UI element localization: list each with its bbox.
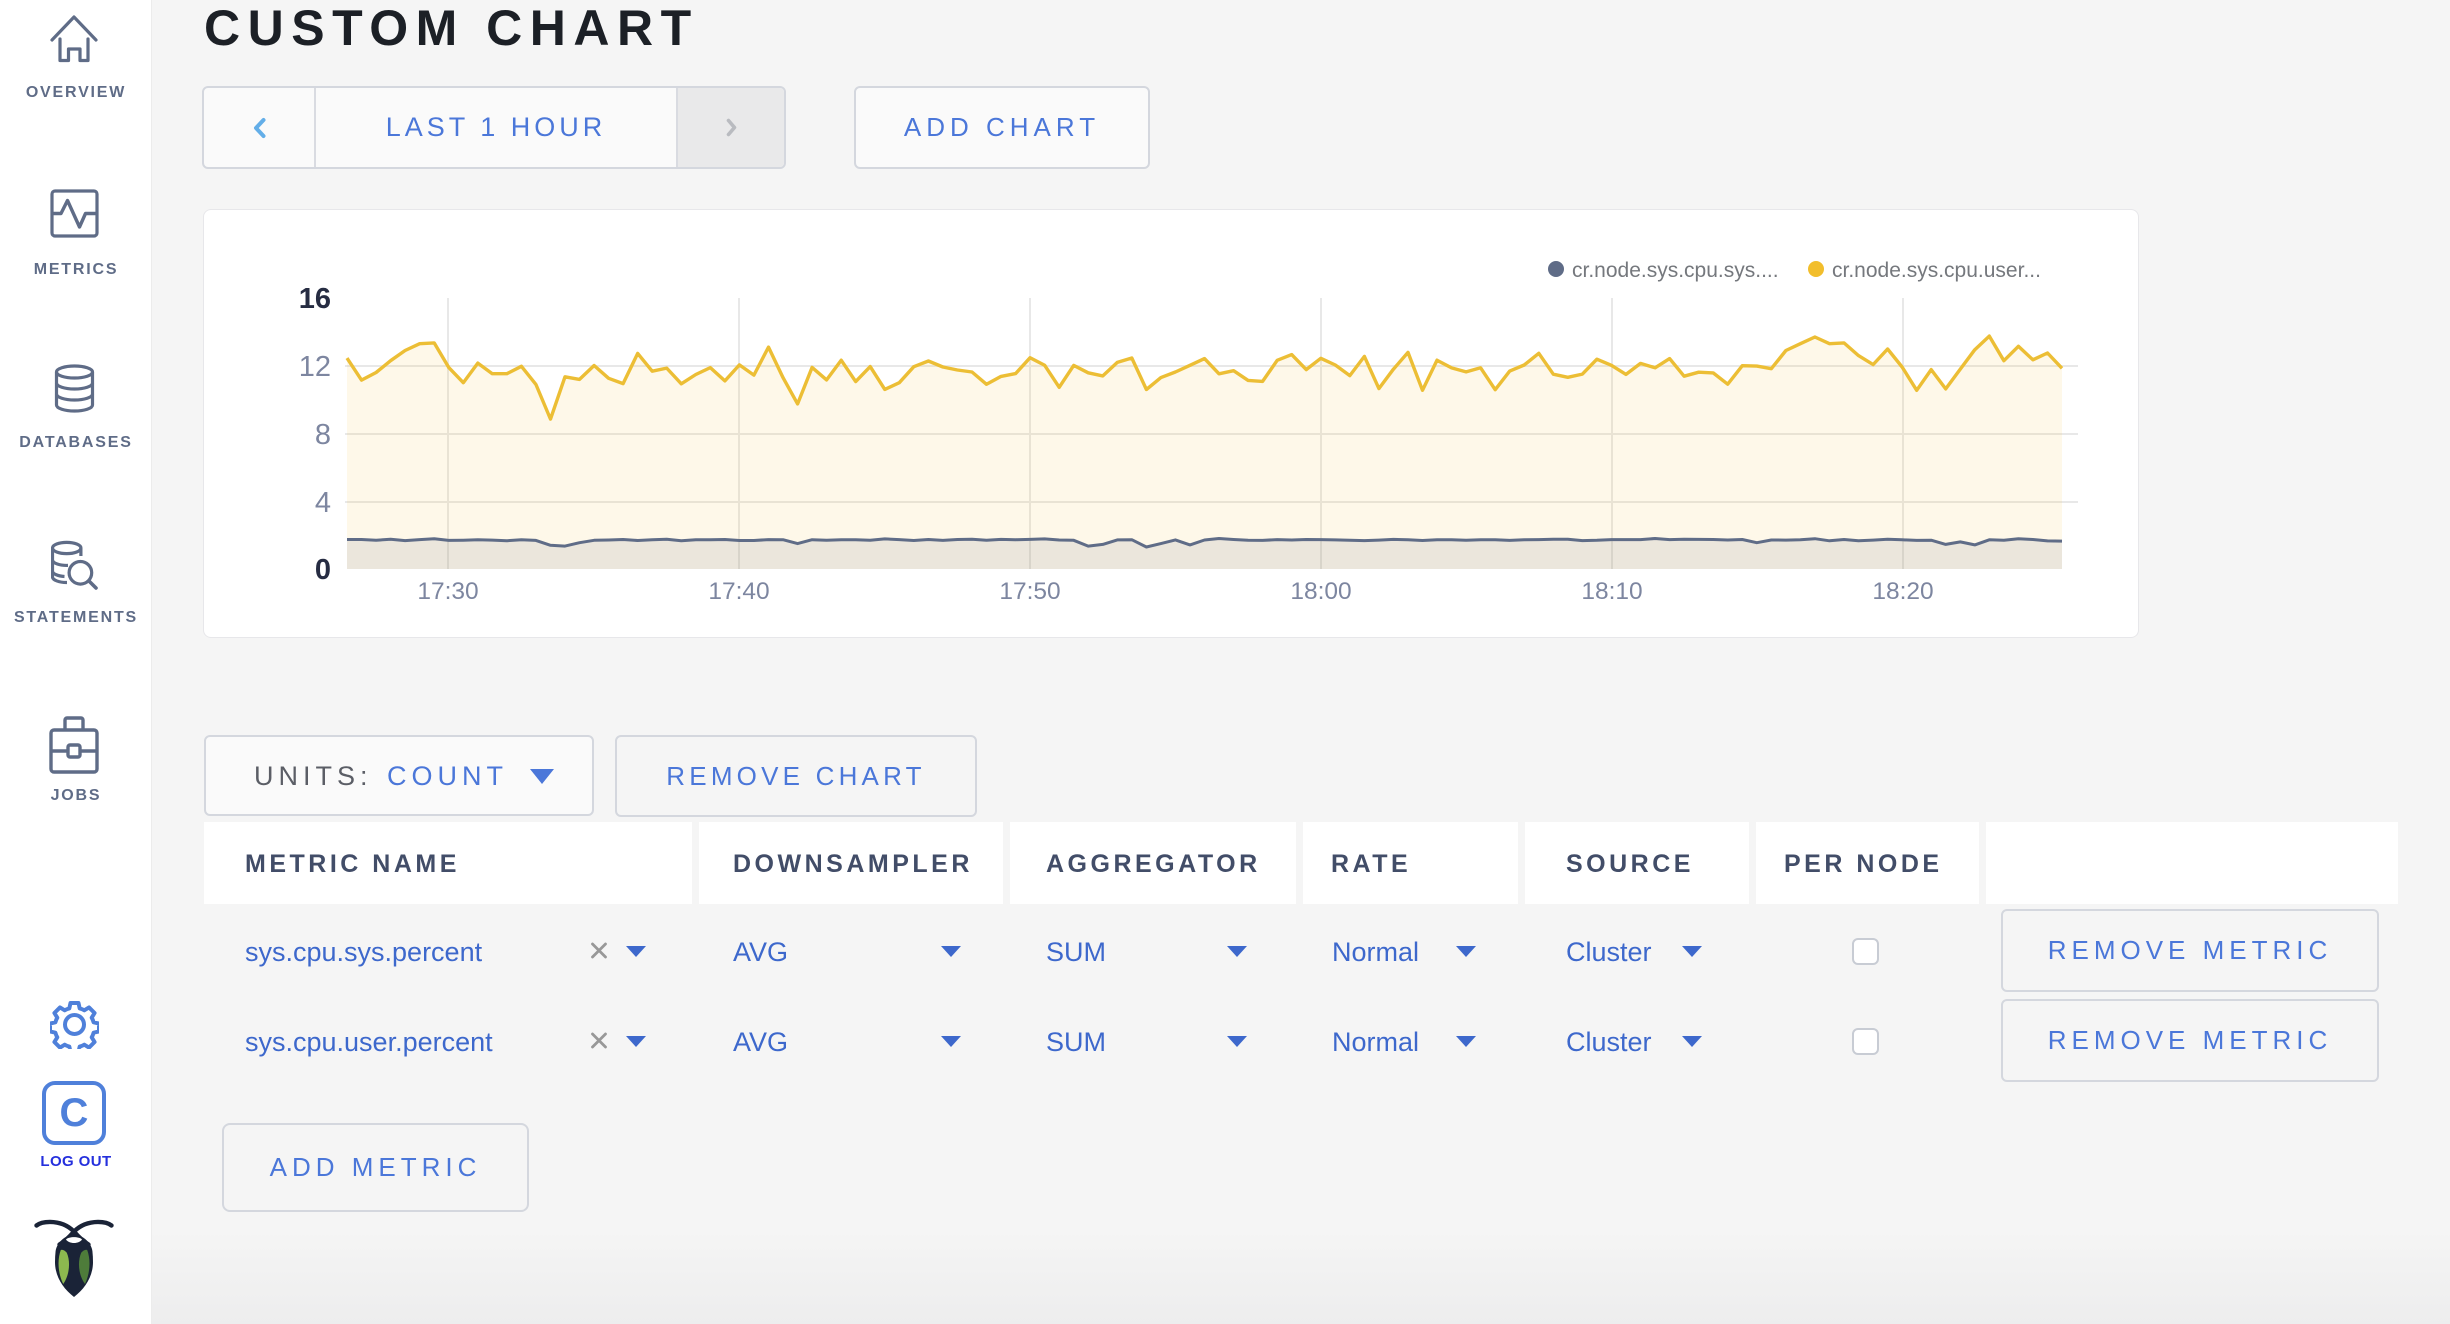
- svg-text:18:00: 18:00: [1290, 578, 1351, 605]
- svg-text:4: 4: [315, 487, 331, 519]
- svg-text:cr.node.sys.cpu.user...: cr.node.sys.cpu.user...: [1832, 259, 2041, 282]
- svg-text:16: 16: [299, 283, 331, 315]
- svg-text:17:50: 17:50: [999, 578, 1060, 605]
- svg-text:18:20: 18:20: [1872, 578, 1933, 605]
- svg-text:0: 0: [315, 554, 331, 586]
- svg-text:17:40: 17:40: [708, 578, 769, 605]
- svg-text:17:30: 17:30: [417, 578, 478, 605]
- svg-text:12: 12: [299, 351, 331, 383]
- svg-text:8: 8: [315, 419, 331, 451]
- svg-text:cr.node.sys.cpu.sys....: cr.node.sys.cpu.sys....: [1572, 259, 1779, 282]
- svg-text:18:10: 18:10: [1581, 578, 1642, 605]
